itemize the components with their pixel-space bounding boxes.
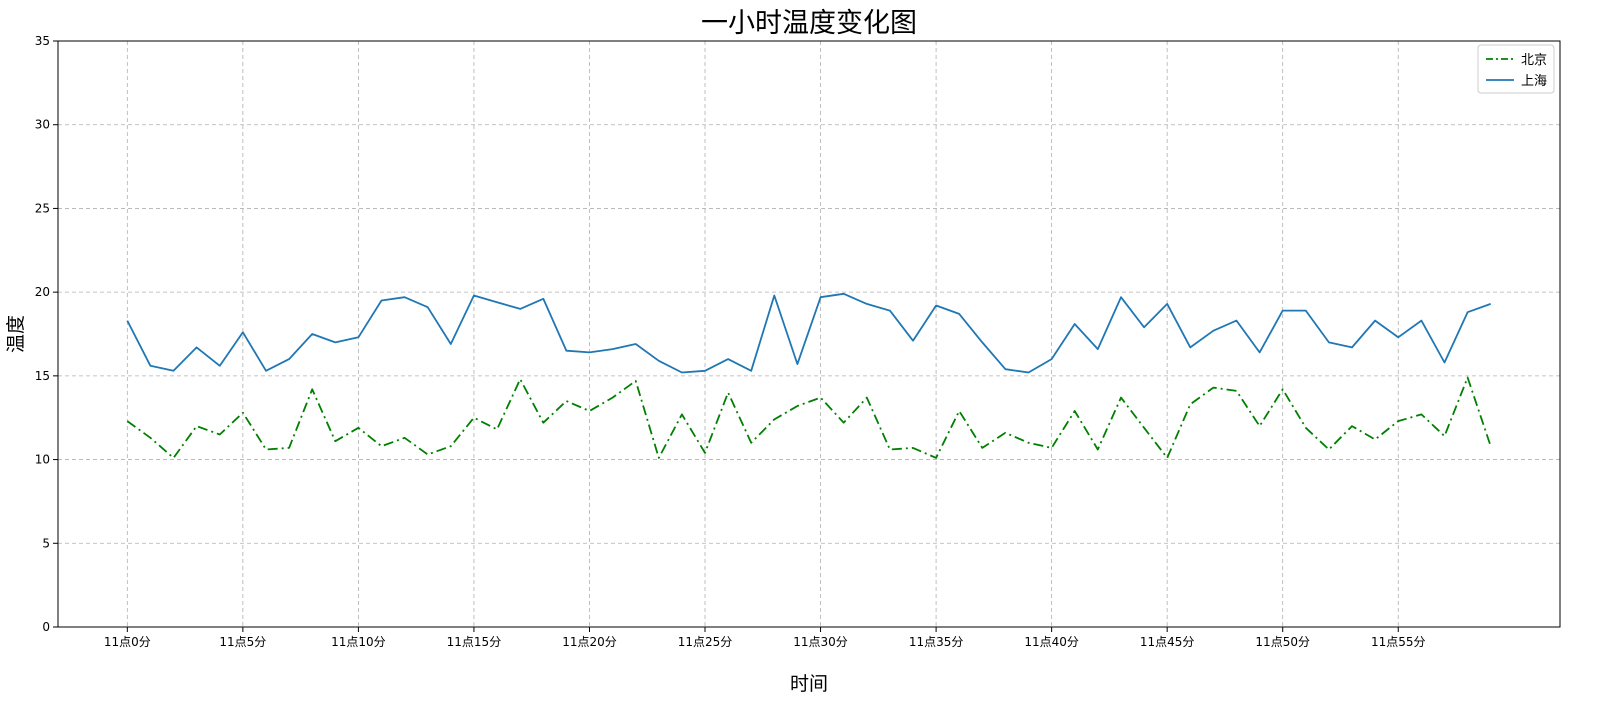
x-tick-label: 11点5分 bbox=[219, 635, 266, 649]
series-line-shanghai bbox=[126, 292, 1492, 374]
y-tick-label: 15 bbox=[35, 369, 50, 383]
legend-frame bbox=[1477, 44, 1555, 94]
y-tick-label: 25 bbox=[35, 201, 50, 215]
y-tick-label: 35 bbox=[35, 34, 50, 48]
x-tick-label: 11点30分 bbox=[793, 635, 848, 649]
x-tick-label: 11点45分 bbox=[1140, 635, 1195, 649]
series-line-beijing bbox=[126, 376, 1492, 459]
x-tick-label: 11点40分 bbox=[1024, 635, 1079, 649]
y-axis-ticks: 0 5 10 15 20 25 30 35 bbox=[35, 34, 58, 634]
grid bbox=[58, 40, 1560, 628]
y-tick-label: 30 bbox=[35, 118, 50, 132]
x-tick-label: 11点0分 bbox=[104, 635, 151, 649]
x-tick-label: 11点10分 bbox=[331, 635, 386, 649]
series-lines bbox=[126, 292, 1492, 459]
legend: 北京 上海 bbox=[1477, 44, 1555, 94]
x-axis-title: 时间 bbox=[790, 673, 828, 695]
x-tick-label: 11点35分 bbox=[909, 635, 964, 649]
y-tick-label: 0 bbox=[42, 620, 50, 634]
legend-label-beijing: 北京 bbox=[1521, 53, 1547, 68]
y-axis-title: 温度 bbox=[5, 315, 27, 353]
legend-label-shanghai: 上海 bbox=[1521, 74, 1547, 89]
x-axis-ticks: 11点0分 11点5分 11点10分 11点15分 11点20分 11点25分 11点30分… bbox=[104, 627, 1426, 649]
x-tick-label: 11点55分 bbox=[1371, 635, 1426, 649]
x-tick-label: 11点15分 bbox=[447, 635, 502, 649]
chart-title: 一小时温度变化图 bbox=[701, 8, 917, 39]
plot-area-frame bbox=[57, 40, 1561, 628]
y-tick-label: 20 bbox=[35, 285, 50, 299]
x-tick-label: 11点25分 bbox=[678, 635, 733, 649]
y-tick-label: 5 bbox=[42, 536, 50, 550]
x-tick-label: 11点20分 bbox=[562, 635, 617, 649]
x-tick-label: 11点50分 bbox=[1255, 635, 1310, 649]
y-tick-label: 10 bbox=[35, 453, 50, 467]
